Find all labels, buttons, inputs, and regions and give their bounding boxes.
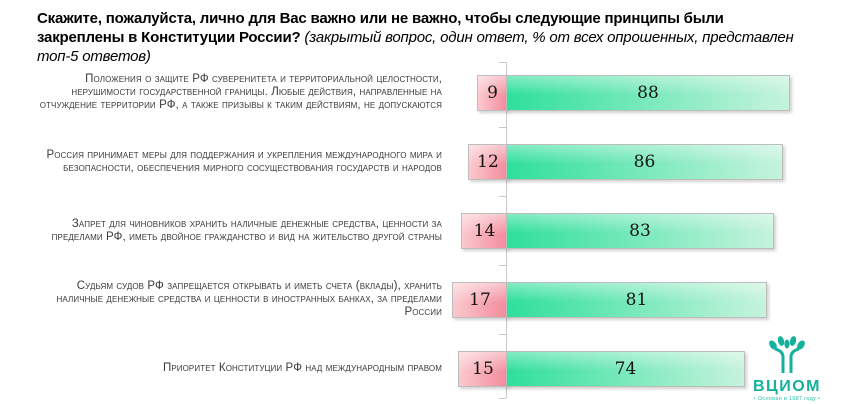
value-label: 14 xyxy=(473,220,496,241)
bar-zone: 15 74 xyxy=(442,350,843,387)
chart-row: Запрет для чиновников хранить наличные д… xyxy=(0,196,843,265)
bar-left-pink: 9 xyxy=(477,74,508,111)
chart-rows: Положения о защите РФ суверенитета и тер… xyxy=(0,58,843,403)
axis-tick xyxy=(499,334,506,335)
bar-zone: 14 83 xyxy=(442,212,843,249)
tree-icon xyxy=(769,335,805,373)
bar-right-green: 81 xyxy=(506,281,767,318)
axis-tick xyxy=(499,265,506,266)
value-label: 74 xyxy=(614,358,637,379)
category-label: Запрет для чиновников хранить наличные д… xyxy=(51,217,442,243)
chart-row: Положения о защите РФ суверенитета и тер… xyxy=(0,58,843,127)
chart-row: Россия принимает меры для поддержания и … xyxy=(0,127,843,196)
category-label: Положения о защите РФ суверенитета и тер… xyxy=(39,73,442,111)
category-label: Россия принимает меры для поддержания и … xyxy=(46,148,442,174)
bar-right-green: 86 xyxy=(506,143,783,180)
question-note: (закрытый вопрос, один ответ, % от всех … xyxy=(37,29,794,65)
value-label: 15 xyxy=(472,358,494,379)
chart-row: Приоритет Конституции РФ над международн… xyxy=(0,334,843,403)
vciom-logo: ВЦИОМ • Основан в 1987 году • xyxy=(739,335,835,403)
value-label: 86 xyxy=(633,151,656,172)
value-label: 17 xyxy=(469,289,491,310)
category-label: Приоритет Конституции РФ над международн… xyxy=(162,362,442,374)
bar-right-green: 74 xyxy=(506,350,745,387)
value-label: 88 xyxy=(637,82,659,103)
bar-right-green: 88 xyxy=(506,74,790,111)
bar-left-pink: 12 xyxy=(468,143,508,180)
logo-wordmark: ВЦИОМ xyxy=(752,377,821,395)
chart-title: Скажите, пожалуйста, лично для Вас важно… xyxy=(0,0,843,66)
value-label: 83 xyxy=(629,220,651,241)
bar-zone: 17 81 xyxy=(442,281,843,318)
bar-zone: 12 86 xyxy=(442,143,843,180)
logo-tagline: • Основан в 1987 году • xyxy=(753,395,821,402)
bar-right-green: 83 xyxy=(506,212,774,249)
bar-left-pink: 17 xyxy=(452,281,508,318)
axis-tick xyxy=(499,196,506,197)
value-label: 81 xyxy=(625,289,648,310)
axis-tick xyxy=(499,62,506,63)
bar-left-pink: 14 xyxy=(461,212,508,249)
value-label: 12 xyxy=(477,151,499,172)
category-label: Судьям судов РФ запрещается открывать и … xyxy=(56,280,442,318)
chart-row: Судьям судов РФ запрещается открывать и … xyxy=(0,265,843,334)
bar-zone: 9 88 xyxy=(442,74,843,111)
value-label: 9 xyxy=(487,82,498,103)
bar-left-pink: 15 xyxy=(458,350,508,387)
question-text: Скажите, пожалуйста, лично для Вас важно… xyxy=(37,10,724,46)
axis-tick xyxy=(499,127,506,128)
axis-tick xyxy=(499,398,506,399)
bar-chart: Положения о защите РФ суверенитета и тер… xyxy=(0,58,843,404)
